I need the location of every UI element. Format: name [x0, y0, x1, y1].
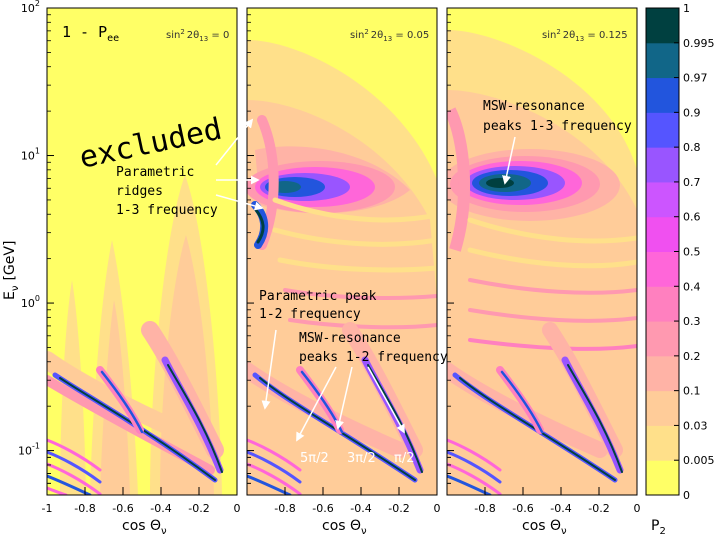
x-tick-label-0-0: -1 — [42, 502, 53, 515]
colorbar-level-3: 0.1 — [683, 385, 701, 398]
colorbar-swatch-2 — [646, 390, 679, 426]
panel-1-frame — [46, 7, 238, 496]
x-tick-label-1-0: -0.8 — [274, 502, 295, 515]
ridge-arrow-1 — [215, 118, 254, 166]
x-tick-label-0-3: -0.4 — [150, 502, 171, 515]
colorbar-label: P2 — [651, 518, 666, 537]
colorbar-swatch-3 — [646, 355, 679, 392]
y-tick-label-0: 102 — [21, 0, 40, 15]
colorbar-level-8: 0.6 — [683, 211, 701, 224]
panel-2-stripes — [247, 322, 424, 495]
colorbar-level-7: 0.5 — [683, 246, 701, 259]
panel-1-header: sin2 2θ13 = 0 — [166, 28, 229, 43]
annotations: excluded Parametric ridges 1-3 frequency… — [76, 99, 631, 466]
x-tick-label-2-2: -0.4 — [550, 502, 571, 515]
panel-1-title: 1 - Pee — [62, 23, 119, 44]
y-tick-label-1: 101 — [21, 147, 40, 163]
ridge-arrow-3 — [215, 194, 264, 211]
x-tick-label-2-1: -0.6 — [512, 502, 533, 515]
x-tick-label-2-4: 0 — [634, 502, 641, 515]
panel-3-frame — [446, 7, 638, 496]
colorbar-level-5: 0.3 — [683, 315, 701, 328]
colorbar-swatch-9 — [646, 147, 679, 183]
colorbar-swatch-10 — [646, 112, 679, 148]
x-tick-label-0-1: -0.8 — [74, 502, 95, 515]
colorbar-level-4: 0.2 — [683, 350, 701, 363]
colorbar-swatch-13 — [646, 8, 679, 44]
parametric-ridges-annotation: Parametric ridges 1-3 frequency — [116, 165, 218, 218]
colorbar-swatch-5 — [646, 286, 679, 322]
y-axis-label: Eν[GeV] — [2, 241, 21, 300]
colorbar-swatch-8 — [646, 181, 679, 218]
panel-2: sin2 2θ13 = 0.05 — [246, 7, 438, 496]
panel-2-frame — [246, 7, 438, 496]
x-tick-label-2-3: -0.2 — [588, 502, 609, 515]
panel-3-stripes — [447, 322, 624, 495]
x-tick-label-1-4: 0 — [434, 502, 441, 515]
panel-3: sin2 2θ13 = 0.125 — [446, 7, 638, 496]
x-axis-label-2: cos Θν — [322, 518, 367, 537]
colorbar-level-2: 0.03 — [683, 419, 708, 432]
colorbar-swatch-6 — [646, 251, 679, 287]
x-tick-label-1-3: -0.2 — [388, 502, 409, 515]
colorbar-level-9: 0.7 — [683, 176, 701, 189]
colorbar: 0 0.005 0.03 0.1 0.2 0.3 0.4 0.5 0.6 0.7 0.8 0.9 0.9… — [645, 2, 715, 502]
x-tick-label-0-4: -0.2 — [188, 502, 209, 515]
x-tick-label-1-1: -0.6 — [312, 502, 333, 515]
x-tick-label-0-2: -0.6 — [112, 502, 133, 515]
msw-12-annotation: MSW-resonance peaks 1-2 frequency — [299, 331, 448, 365]
msw-13-arrow — [502, 136, 516, 185]
phase-label-pi2: π/2 — [394, 451, 414, 466]
colorbar-level-13: 0.995 — [683, 37, 715, 50]
msw-12-arrow-3 — [367, 366, 405, 434]
panel-3-header: sin2 2θ13 = 0.125 — [542, 28, 628, 43]
x-tick-label-1-2: -0.4 — [350, 502, 371, 515]
parametric-peak-12-annotation: Parametric peak 1-2 frequency — [259, 289, 384, 322]
colorbar-level-10: 0.8 — [683, 141, 701, 154]
colorbar-level-14: 1 — [683, 2, 690, 15]
colorbar-level-1: 0.005 — [683, 454, 715, 467]
y-axis-ticks: 102 101 100 10-1 — [18, 0, 454, 496]
panel-2-header: sin2 2θ13 = 0.05 — [350, 28, 429, 43]
msw-12-arrow-2 — [335, 366, 353, 430]
x-axis-label-1: cos Θν — [122, 518, 167, 537]
x-tick-label-0-5: 0 — [234, 502, 241, 515]
colorbar-swatch-7 — [646, 216, 679, 252]
colorbar-swatch-11 — [646, 77, 679, 113]
colorbar-level-6: 0.4 — [683, 280, 701, 293]
x-tick-label-2-0: -0.8 — [474, 502, 495, 515]
phase-label-3pi2: 3π/2 — [347, 451, 376, 466]
parametric-peak-arrow — [261, 329, 277, 410]
panel-2-ridges — [251, 115, 437, 330]
colorbar-swatch-0 — [646, 460, 679, 496]
msw-13-annotation: MSW-resonance peaks 1-3 frequency — [483, 99, 632, 134]
phase-label-5pi2: 5π/2 — [300, 451, 329, 466]
colorbar-level-0: 0 — [683, 489, 690, 502]
y-tick-label-2: 100 — [21, 294, 40, 310]
colorbar-level-12: 0.97 — [683, 72, 708, 85]
x-axis-label-3: cos Θν — [522, 518, 567, 537]
colorbar-swatch-12 — [646, 42, 679, 79]
y-tick-label-3: 10-1 — [18, 442, 40, 458]
panel-1: 1 - Pee sin2 2θ13 = 0 — [46, 7, 238, 496]
colorbar-level-11: 0.9 — [683, 106, 701, 119]
colorbar-swatch-4 — [646, 321, 679, 357]
msw-12-arrow-1 — [296, 366, 337, 442]
x-axis-ticks: -1 -0.8 -0.6 -0.4 -0.2 0 -0.8 -0.6 -0.4 -0.2 0 -0.8… — [42, 487, 641, 515]
colorbar-swatch-1 — [646, 425, 679, 461]
